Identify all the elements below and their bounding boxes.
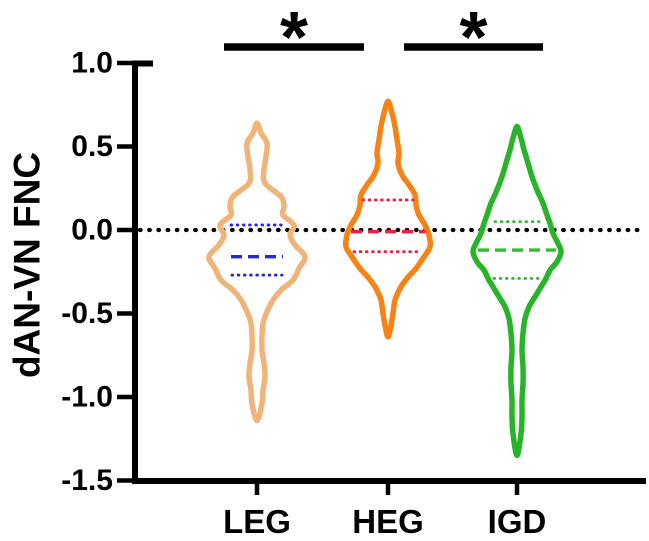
y-tick-label--1.0: -1.0: [61, 381, 113, 414]
y-tick-label-0.5: 0.5: [71, 130, 113, 163]
y-tick-label--0.5: -0.5: [61, 297, 113, 330]
significance-star-1: *: [280, 0, 308, 78]
y-tick-label-0.0: 0.0: [71, 214, 113, 247]
significance-star-2: *: [459, 0, 487, 78]
violin-LEG: [206, 120, 308, 424]
x-tick-label-IGD: IGD: [488, 503, 547, 540]
violin-HEG: [342, 98, 434, 340]
y-tick-label--1.5: -1.5: [61, 464, 113, 497]
x-tick-label-LEG: LEG: [223, 503, 291, 540]
y-tick-label-1.0: 1.0: [71, 47, 113, 80]
violin-IGD: [470, 123, 564, 459]
y-axis-title: dAN-VN FNC: [7, 152, 48, 378]
x-tick-label-HEG: HEG: [352, 503, 424, 540]
y-axis-line: [132, 60, 153, 481]
